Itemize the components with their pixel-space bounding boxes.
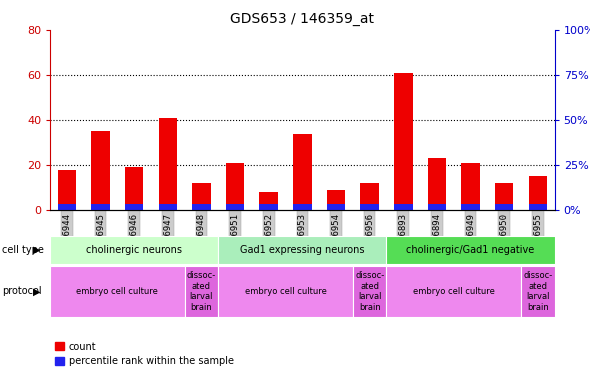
Bar bbox=[226, 204, 244, 210]
Text: GSM16894: GSM16894 bbox=[432, 213, 441, 256]
Bar bbox=[529, 176, 547, 210]
Bar bbox=[327, 190, 345, 210]
Bar bbox=[293, 204, 312, 210]
Bar bbox=[91, 131, 110, 210]
Bar bbox=[386, 236, 555, 264]
Text: GSM16956: GSM16956 bbox=[365, 213, 374, 256]
Bar bbox=[461, 163, 480, 210]
Bar bbox=[293, 134, 312, 210]
Bar bbox=[360, 204, 379, 210]
Bar bbox=[260, 192, 278, 210]
Text: ▶: ▶ bbox=[33, 245, 41, 255]
Bar bbox=[50, 236, 218, 264]
Title: GDS653 / 146359_at: GDS653 / 146359_at bbox=[230, 12, 375, 26]
Bar bbox=[125, 167, 143, 210]
Bar bbox=[192, 183, 211, 210]
Bar bbox=[428, 158, 446, 210]
Text: GSM16951: GSM16951 bbox=[231, 213, 240, 256]
Text: cell type: cell type bbox=[2, 245, 44, 255]
Bar bbox=[50, 266, 185, 317]
Bar bbox=[58, 204, 76, 210]
Text: GSM16948: GSM16948 bbox=[197, 213, 206, 256]
Text: ▶: ▶ bbox=[33, 286, 41, 296]
Bar bbox=[91, 204, 110, 210]
Text: GSM16945: GSM16945 bbox=[96, 213, 105, 256]
Bar bbox=[461, 204, 480, 210]
Text: GSM16947: GSM16947 bbox=[163, 213, 172, 256]
Bar bbox=[394, 204, 412, 210]
Bar bbox=[218, 236, 386, 264]
Text: GSM16954: GSM16954 bbox=[332, 213, 340, 256]
Text: Gad1 expressing neurons: Gad1 expressing neurons bbox=[240, 245, 365, 255]
Text: GSM16893: GSM16893 bbox=[399, 213, 408, 256]
Text: embryo cell culture: embryo cell culture bbox=[77, 287, 158, 296]
Bar bbox=[185, 266, 218, 317]
Text: GSM16953: GSM16953 bbox=[298, 213, 307, 256]
Legend: count, percentile rank within the sample: count, percentile rank within the sample bbox=[55, 342, 234, 366]
Bar bbox=[125, 204, 143, 210]
Bar bbox=[260, 204, 278, 210]
Bar bbox=[159, 204, 177, 210]
Bar bbox=[192, 204, 211, 210]
Bar bbox=[428, 204, 446, 210]
Text: GSM16949: GSM16949 bbox=[466, 213, 475, 256]
Bar bbox=[327, 204, 345, 210]
Bar bbox=[218, 266, 353, 317]
Text: dissoc-
ated
larval
brain: dissoc- ated larval brain bbox=[523, 272, 552, 312]
Text: embryo cell culture: embryo cell culture bbox=[245, 287, 326, 296]
Text: dissoc-
ated
larval
brain: dissoc- ated larval brain bbox=[355, 272, 384, 312]
Text: protocol: protocol bbox=[2, 286, 41, 296]
Text: GSM16944: GSM16944 bbox=[63, 213, 71, 256]
Text: GSM16955: GSM16955 bbox=[533, 213, 542, 256]
Text: embryo cell culture: embryo cell culture bbox=[413, 287, 494, 296]
Bar bbox=[360, 183, 379, 210]
Bar bbox=[394, 73, 412, 210]
Text: GSM16952: GSM16952 bbox=[264, 213, 273, 256]
Text: cholinergic neurons: cholinergic neurons bbox=[86, 245, 182, 255]
Bar bbox=[521, 266, 555, 317]
Bar bbox=[386, 266, 521, 317]
Bar bbox=[495, 204, 513, 210]
Text: dissoc-
ated
larval
brain: dissoc- ated larval brain bbox=[187, 272, 216, 312]
Bar bbox=[58, 170, 76, 210]
Bar bbox=[159, 118, 177, 210]
Text: GSM16950: GSM16950 bbox=[500, 213, 509, 256]
Bar bbox=[495, 183, 513, 210]
Bar bbox=[226, 163, 244, 210]
Text: cholinergic/Gad1 negative: cholinergic/Gad1 negative bbox=[407, 245, 535, 255]
Text: GSM16946: GSM16946 bbox=[130, 213, 139, 256]
Bar bbox=[529, 204, 547, 210]
Bar bbox=[353, 266, 386, 317]
